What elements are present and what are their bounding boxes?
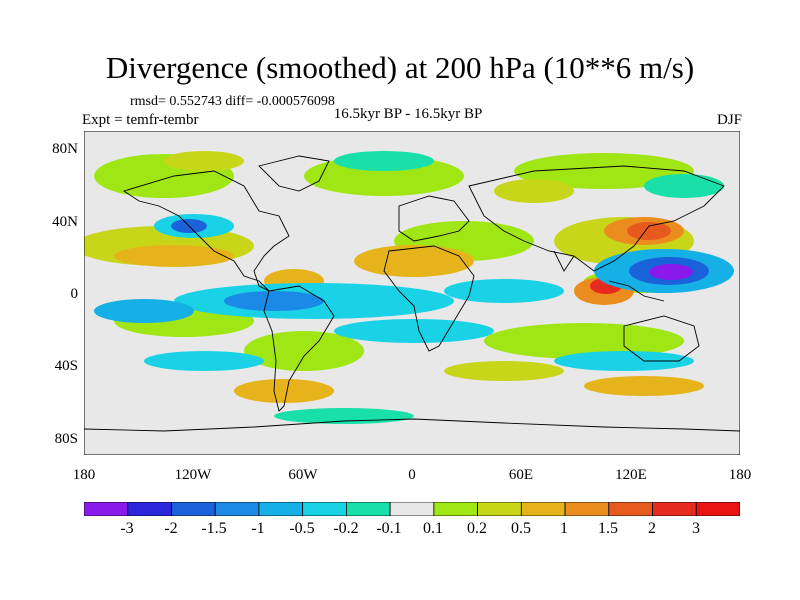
field-patch (114, 245, 234, 267)
colorbar-label: 0.1 (423, 520, 443, 537)
field-patch (584, 376, 704, 396)
coast-north-america (122, 170, 290, 292)
y-tick-label: 80N (52, 141, 78, 157)
divergence-map (84, 131, 740, 455)
field-patch (94, 299, 194, 323)
colorbar-label: 1 (560, 520, 568, 537)
colorbar-box (171, 502, 216, 516)
colorbar-box (695, 502, 740, 516)
field-patch (484, 323, 684, 359)
field-patch (514, 153, 694, 189)
colorbar (84, 502, 740, 516)
y-tick-label: 0 (70, 286, 79, 302)
field-patch (334, 151, 434, 171)
colorbar-label: 2 (648, 520, 656, 537)
x-tick-label: 180 (728, 467, 752, 483)
divergence-field (84, 151, 734, 424)
field-patch (494, 179, 574, 203)
colorbar-box (564, 502, 610, 516)
x-tick-label: 60W (288, 467, 318, 483)
x-tick-label: 60E (508, 467, 534, 483)
colorbar-box (389, 502, 435, 516)
colorbar-box (258, 502, 304, 516)
field-patch (627, 222, 671, 240)
coast-india (553, 250, 575, 272)
coast-europe (398, 195, 470, 242)
coast-australia (623, 315, 700, 362)
field-patch (644, 174, 724, 198)
colorbar-box (127, 502, 172, 516)
plot-title: Divergence (smoothed) at 200 hPa (10**6 … (105, 50, 695, 85)
colorbar-label: -2 (164, 520, 178, 537)
colorbar-label: 0.2 (467, 520, 487, 537)
colorbar-box (608, 502, 653, 516)
colorbar-label: -0.2 (333, 520, 359, 537)
colorbar-label: -3 (120, 520, 134, 537)
colorbar-box (345, 502, 391, 516)
colorbar-box (433, 502, 478, 516)
x-tick-label: 0 (408, 467, 416, 483)
x-tick-label: 120E (615, 467, 647, 483)
colorbar-label: 1.5 (598, 520, 618, 537)
experiment-label: Expt = temfr-tembr (82, 112, 199, 128)
y-tick-label: 40N (52, 214, 78, 230)
y-tick-label: 80S (54, 431, 78, 447)
colorbar-box (214, 502, 260, 516)
colorbar-box (302, 502, 347, 516)
coast-antarctica (84, 418, 740, 432)
field-patch (144, 351, 264, 371)
field-patch (649, 264, 693, 280)
field-patch (274, 408, 414, 424)
field-patch (334, 319, 494, 343)
colorbar-label: -1.5 (201, 520, 227, 537)
coast-africa (383, 245, 475, 352)
season-label: DJF (716, 112, 742, 128)
coast-greenland (258, 155, 330, 192)
coast-indonesia (608, 280, 665, 302)
field-patch (444, 361, 564, 381)
field-patch (444, 279, 564, 303)
comparison-label: 16.5kyr BP - 16.5kyr BP (333, 106, 483, 122)
colorbar-label: 3 (692, 520, 700, 537)
field-patch (554, 351, 694, 371)
colorbar-label: -0.5 (289, 520, 315, 537)
x-tick-label: 120W (174, 467, 212, 483)
y-tick-label: 40S (54, 358, 78, 374)
coastlines (84, 155, 740, 432)
field-patch (224, 291, 324, 311)
field-patch (234, 379, 334, 403)
colorbar-label: -0.1 (376, 520, 402, 537)
coast-south-america (263, 285, 335, 412)
field-patch (244, 331, 364, 371)
colorbar-label: 0.5 (511, 520, 531, 537)
field-patch (354, 245, 474, 277)
colorbar-box (652, 502, 697, 516)
colorbar-box (520, 502, 566, 516)
x-tick-label: 180 (72, 467, 96, 483)
field-patch (164, 151, 244, 171)
coast-asia (468, 165, 725, 272)
colorbar-label: -1 (251, 520, 265, 537)
colorbar-box (477, 502, 522, 516)
colorbar-box (84, 502, 129, 516)
rmsd-diff-stats: rmsd= 0.552743 diff= -0.000576098 (130, 94, 335, 109)
